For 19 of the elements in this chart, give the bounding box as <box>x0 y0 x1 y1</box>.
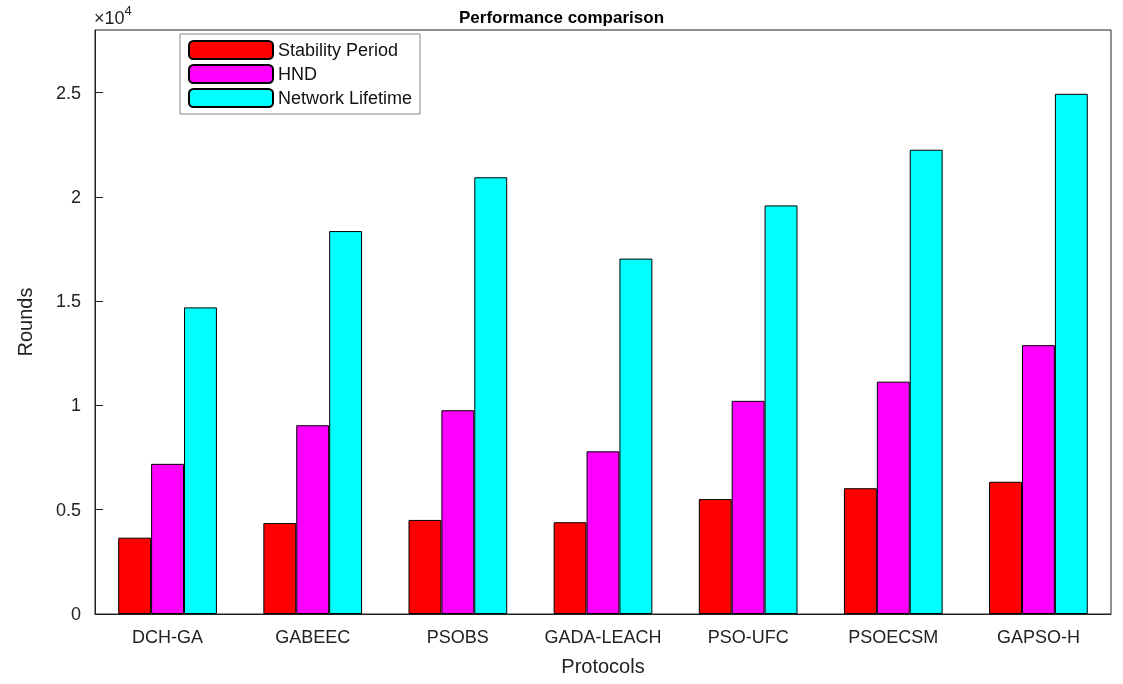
x-tick-label: PSOBS <box>426 627 489 647</box>
legend-label: Stability Period <box>278 40 399 60</box>
y-tick-label: 2 <box>70 186 81 207</box>
x-axis-title: Protocols <box>561 655 645 677</box>
y-tick-label: 1 <box>70 395 81 416</box>
x-tick-label: GABEEC <box>275 627 351 647</box>
legend-label: HND <box>278 64 317 84</box>
x-tick-label: DCH-GA <box>132 627 204 647</box>
y-tick-label: 0 <box>70 604 81 624</box>
x-tick-label: GADA-LEACH <box>544 627 662 647</box>
x-tick-label: PSOECSM <box>848 627 939 647</box>
legend-label: Network Lifetime <box>278 88 413 108</box>
x-tick-label: PSO-UFC <box>707 627 789 647</box>
x-tick-label: GAPSO-H <box>996 627 1080 647</box>
y-tick-label: 0.5 <box>55 499 81 520</box>
chart-title: Performance comparison <box>458 8 665 27</box>
y-axis-title: Rounds <box>14 287 36 357</box>
y-tick-label: 1.5 <box>55 291 81 312</box>
y-tick-label: 2.5 <box>55 82 81 103</box>
